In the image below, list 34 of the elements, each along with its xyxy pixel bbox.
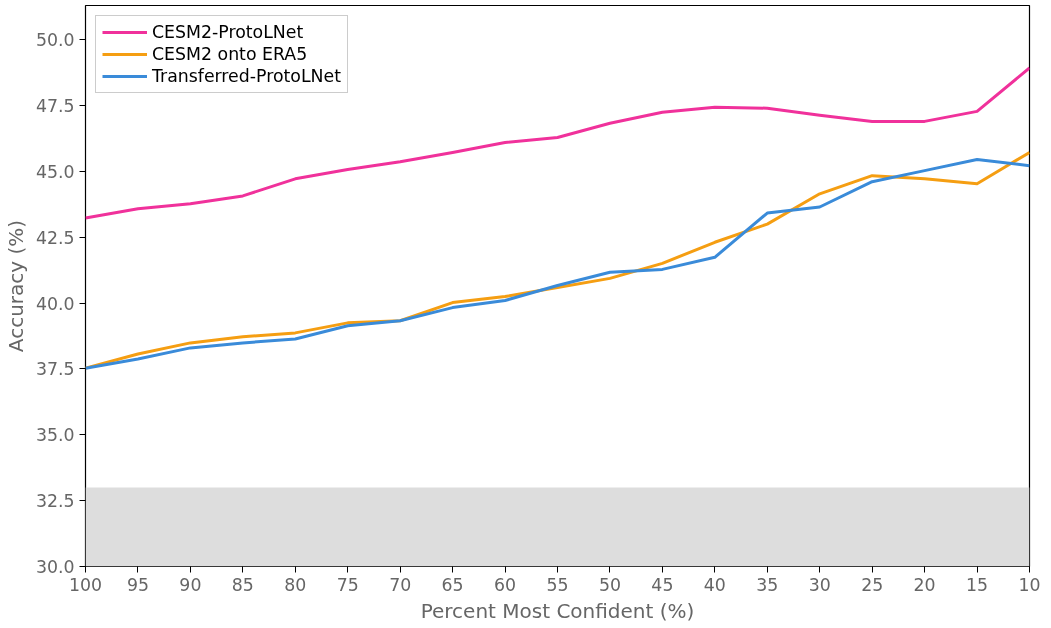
x-tick-label: 80 [284,574,307,595]
y-tick-label: 42.5 [35,227,75,248]
x-tick-label: 35 [756,574,779,595]
x-tick-label: 15 [966,574,989,595]
x-tick-label: 100 [68,574,103,595]
x-tick-label: 40 [703,574,726,595]
x-tick-label: 70 [389,574,412,595]
x-tick-label: 75 [336,574,359,595]
x-axis-title: Percent Most Confident (%) [420,598,695,623]
x-tick-label: 55 [546,574,569,595]
x-tick-label: 90 [179,574,202,595]
x-tick-label: 50 [598,574,621,595]
x-tick-label: 85 [231,574,254,595]
y-tick-label: 50.0 [35,30,75,51]
x-tick-label: 95 [126,574,149,595]
x-tick-label: 25 [861,574,884,595]
x-tick-label: 10 [1018,574,1041,595]
x-tick-label: 45 [651,574,674,595]
y-tick-label: 47.5 [35,96,75,117]
legend-label: CESM2-ProtoLNet [152,22,304,42]
x-tick-label: 30 [808,574,831,595]
y-tick-label: 37.5 [35,359,75,380]
x-tick-label: 20 [913,574,936,595]
x-tick-label: 65 [441,574,464,595]
line-series [85,66,1030,220]
y-tick-label: 30.0 [35,557,75,577]
y-tick-label: 32.5 [35,491,75,512]
x-tick-label: 60 [494,574,517,595]
legend-label: Transferred-ProtoLNet [152,66,341,86]
y-tick-label: 35.0 [35,425,75,446]
y-tick-label: 40.0 [35,293,75,314]
y-axis-title: Accuracy (%) [3,219,28,353]
y-tick-label: 45.0 [35,161,75,182]
legend-label: CESM2 onto ERA5 [152,44,308,64]
